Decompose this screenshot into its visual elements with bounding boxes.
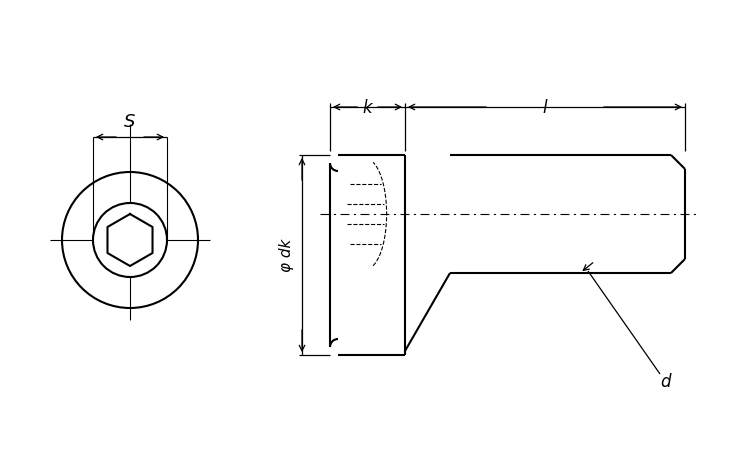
- Circle shape: [93, 203, 167, 277]
- Text: d: d: [660, 373, 670, 391]
- Text: φ dk: φ dk: [279, 238, 294, 272]
- Text: k: k: [363, 99, 372, 117]
- Circle shape: [62, 172, 198, 308]
- Text: l: l: [543, 99, 548, 117]
- Text: S: S: [124, 113, 136, 131]
